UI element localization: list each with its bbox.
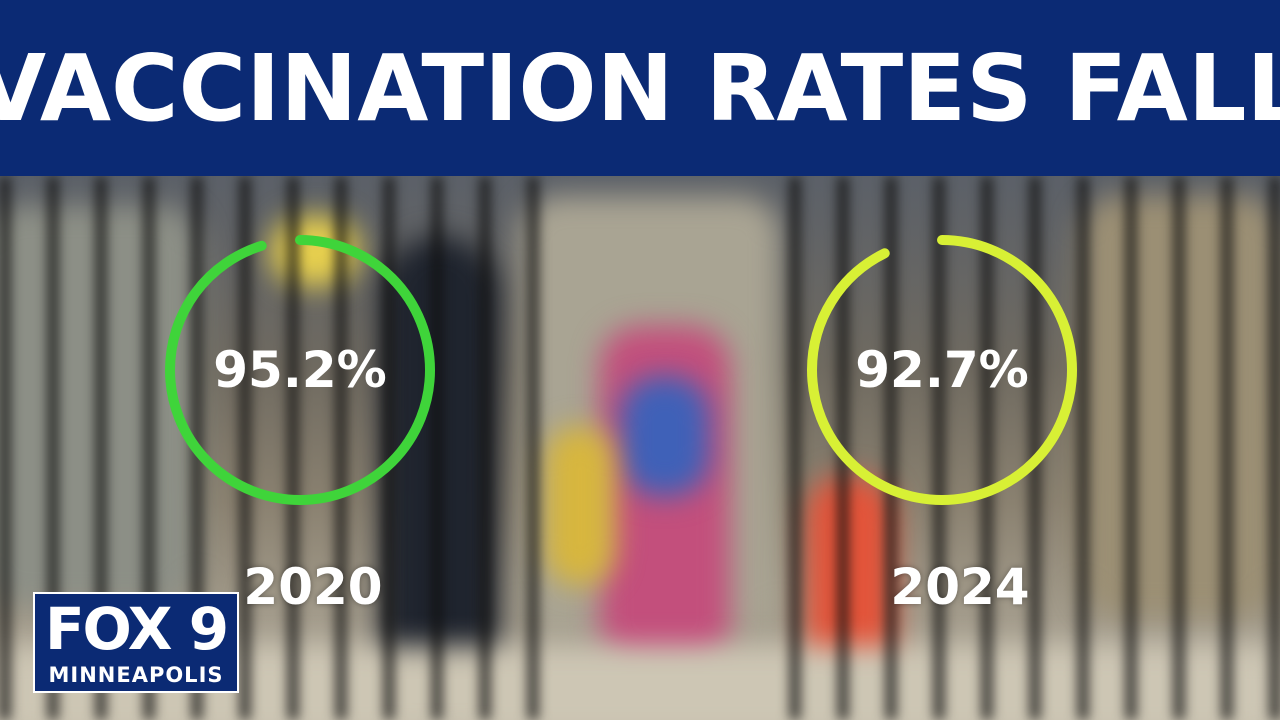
gauge-value-2020: 95.2% [213, 341, 387, 399]
gauge-year-2020: 2020 [243, 558, 383, 616]
gauge-ring-2024 [807, 235, 1077, 505]
gauge-arc-2020 [165, 235, 435, 505]
gauge-value-2024: 92.7% [855, 341, 1029, 399]
headline-banner: VACCINATION RATES FALL [0, 0, 1280, 176]
gauge-year-2024: 2024 [890, 558, 1030, 616]
gauge-arc-2024 [807, 235, 1077, 505]
logo-city: MINNEAPOLIS [48, 663, 224, 687]
background-scene [0, 176, 1280, 720]
logo-brand: FOX 9 [44, 595, 229, 663]
fox9-logo: FOX 9 MINNEAPOLIS [33, 592, 239, 693]
gauge-ring-2020 [165, 235, 435, 505]
gauge-2024: 92.7% [802, 230, 1082, 510]
background-backpack-blue [620, 376, 710, 496]
background-child-yellow [545, 426, 615, 586]
gauge-2020: 95.2% [160, 230, 440, 510]
background-gate-right [790, 176, 1280, 720]
headline-title: VACCINATION RATES FALL [0, 34, 1280, 142]
